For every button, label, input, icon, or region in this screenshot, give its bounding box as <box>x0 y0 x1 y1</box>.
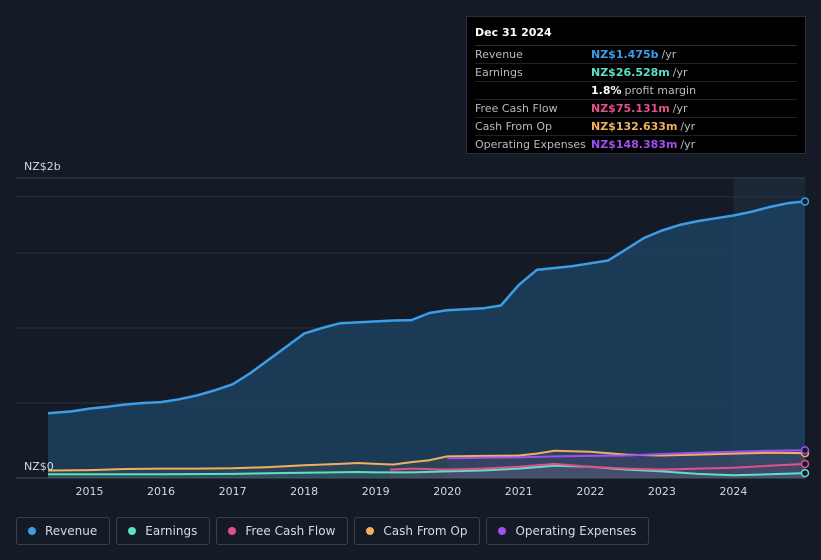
tooltip-value: 1.8% <box>591 84 622 97</box>
legend-label: Operating Expenses <box>515 524 637 538</box>
x-tick-label: 2020 <box>433 485 461 498</box>
x-tick-label: 2016 <box>147 485 175 498</box>
legend-dot-icon <box>228 527 237 535</box>
tooltip-unit: /yr <box>661 48 677 61</box>
tooltip-label: Operating Expenses <box>475 138 586 151</box>
tooltip-value: NZ$26.528m <box>591 66 670 79</box>
operating-expenses-line <box>447 449 806 460</box>
legend-label: Revenue <box>45 524 98 538</box>
free-cash-flow-endpoint <box>800 459 810 469</box>
revenue-area <box>48 201 805 478</box>
tooltip: Dec 31 2024 Revenue NZ$1.475b/yr Earnings N… <box>466 16 806 154</box>
free-cash-flow-line <box>389 462 806 471</box>
x-tick-label: 2024 <box>719 485 747 498</box>
tooltip-unit: /yr <box>680 138 696 151</box>
legend-dot-icon <box>28 527 36 535</box>
legend-label: Cash From Op <box>383 524 468 538</box>
tooltip-row: Revenue NZ$1.475b/yr <box>475 46 797 64</box>
y-tick-label-top: NZ$2b <box>24 160 61 173</box>
revenue-endpoint <box>800 197 810 206</box>
legend-label: Free Cash Flow <box>245 524 336 538</box>
operating-expenses-endpoint <box>800 446 810 455</box>
series-lines <box>47 200 806 477</box>
tooltip-value: NZ$75.131m <box>591 102 670 115</box>
tooltip-value: NZ$132.633m <box>591 120 678 133</box>
x-tick-label: 2017 <box>219 485 247 498</box>
y-tick-label-bottom: NZ$0 <box>24 460 54 473</box>
tooltip-date: Dec 31 2024 <box>475 23 797 46</box>
tooltip-row: 1.8% profit margin <box>475 82 797 100</box>
legend-item-cash-from-op[interactable]: Cash From Op <box>354 517 481 545</box>
tooltip-row: Cash From Op NZ$132.633m/yr <box>475 118 797 136</box>
legend-label: Earnings <box>145 524 198 538</box>
x-tick-label: 2015 <box>75 485 103 498</box>
legend-item-revenue[interactable]: Revenue <box>16 517 111 545</box>
legend-dot-icon <box>366 527 375 535</box>
tooltip-label <box>475 82 591 99</box>
tooltip-row: Free Cash Flow NZ$75.131m/yr <box>475 100 797 118</box>
x-tick-label: 2023 <box>648 485 676 498</box>
tooltip-unit: profit margin <box>624 84 697 97</box>
earnings-line <box>48 464 806 477</box>
x-tick-label: 2018 <box>290 485 318 498</box>
tooltip-label: Cash From Op <box>475 120 553 133</box>
tooltip-unit: /yr <box>680 120 696 133</box>
tooltip-value: NZ$1.475b <box>591 48 659 61</box>
legend: Revenue Earnings Free Cash Flow Cash From O… <box>16 517 650 545</box>
legend-dot-icon <box>498 527 507 535</box>
x-tick-label: 2021 <box>505 485 533 498</box>
x-tick-label: 2022 <box>576 485 604 498</box>
tooltip-row: Earnings NZ$26.528m/yr <box>475 64 797 82</box>
tooltip-value: NZ$148.383m <box>591 138 678 151</box>
cash-from-op-line <box>47 449 806 472</box>
series-endpoints <box>800 197 810 478</box>
revenue-line <box>47 200 806 415</box>
legend-dot-icon <box>128 527 137 535</box>
legend-item-earnings[interactable]: Earnings <box>116 517 211 545</box>
x-axis-ticks: 2015 2016 2017 2018 2019 2020 2021 2022 2023 2024 <box>75 485 747 498</box>
tooltip-label: Earnings <box>475 66 523 79</box>
tooltip-unit: /yr <box>672 102 688 115</box>
legend-item-free-cash-flow[interactable]: Free Cash Flow <box>216 517 349 545</box>
tooltip-label: Revenue <box>475 48 523 61</box>
legend-item-operating-expenses[interactable]: Operating Expenses <box>486 517 650 545</box>
tooltip-row: Operating Expenses NZ$148.383m/yr <box>475 136 797 153</box>
tooltip-unit: /yr <box>672 66 688 79</box>
area-fills <box>48 201 805 478</box>
cash-from-op-area <box>48 450 805 478</box>
earnings-endpoint <box>800 468 810 478</box>
tooltip-label: Free Cash Flow <box>475 102 558 115</box>
x-tick-label: 2019 <box>362 485 390 498</box>
